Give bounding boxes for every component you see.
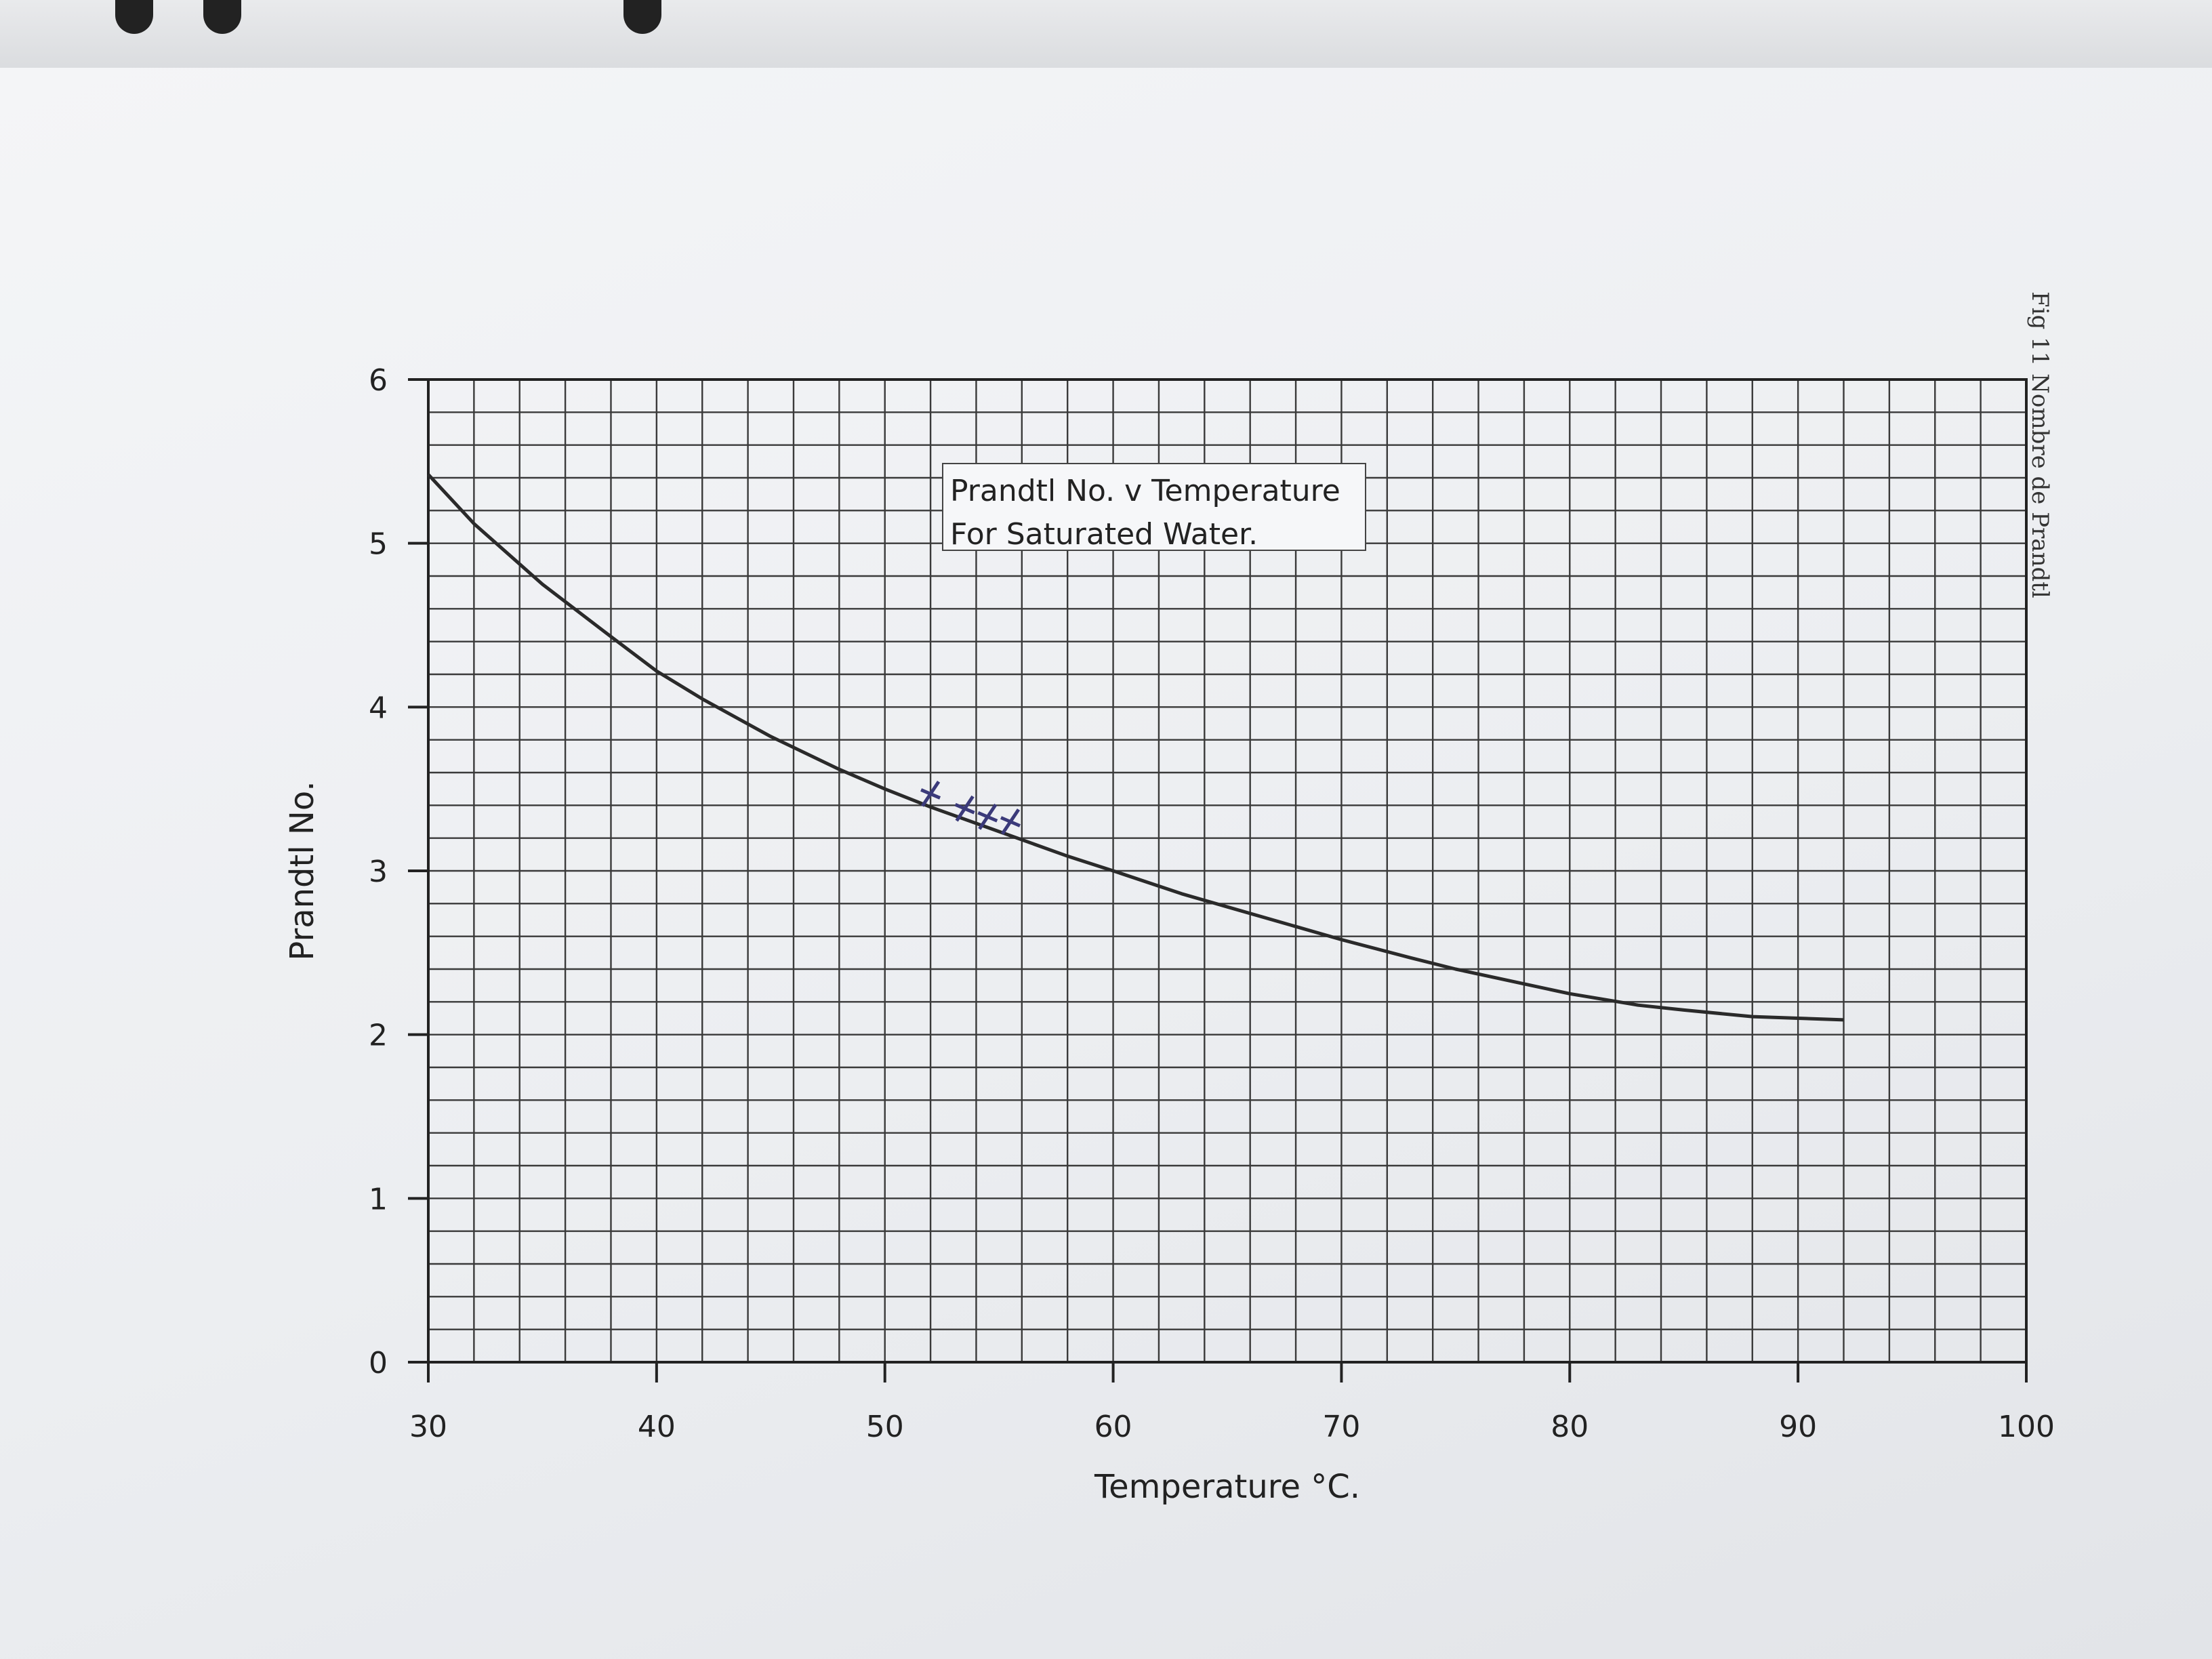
figure-caption: Fig 11 Nombre de Prandtl [2026, 291, 2053, 598]
chart-title-box: Prandtl No. v Temperature For Saturated … [942, 463, 1366, 552]
axis-ticks [408, 378, 2028, 1382]
handwritten-mark [1000, 808, 1021, 835]
x-tick-label: 40 [638, 1410, 676, 1444]
y-tick-label: 1 [369, 1182, 388, 1216]
binder-ring [115, 0, 153, 34]
y-tick-label: 4 [369, 691, 388, 725]
x-tick-label: 70 [1322, 1410, 1360, 1444]
binder-ring [203, 0, 241, 34]
x-tick-label: 60 [1094, 1410, 1132, 1444]
handwritten-mark [954, 795, 975, 822]
chart-subtitle: For Saturated Water. [950, 517, 1258, 552]
series-layer [427, 473, 1844, 1022]
series-line [427, 473, 1844, 1022]
handwritten-mark [977, 803, 998, 830]
chart-title: Prandtl No. v Temperature [950, 474, 1340, 508]
y-tick-label: 3 [369, 855, 388, 889]
handwritten-mark [920, 781, 941, 807]
binder-ring [623, 0, 661, 34]
x-tick-label: 100 [1998, 1410, 2055, 1444]
x-tick-label: 90 [1779, 1410, 1817, 1444]
y-tick-label: 0 [369, 1346, 388, 1380]
x-axis-title: Temperature °C. [1094, 1468, 1360, 1506]
axis-labels: 30 40 50 60 70 80 90 100 0 1 2 3 4 5 6 Temperature °C. P… [283, 363, 2055, 1506]
binder-edge [0, 0, 2212, 75]
y-tick-label: 5 [369, 527, 388, 562]
y-tick-label: 6 [369, 363, 388, 398]
y-tick-label: 2 [369, 1019, 388, 1053]
x-tick-label: 50 [866, 1410, 904, 1444]
handwritten-marks [920, 781, 1021, 835]
x-tick-label: 80 [1551, 1410, 1589, 1444]
x-tick-label: 30 [409, 1410, 447, 1444]
y-axis-title: Prandtl No. [283, 781, 321, 960]
